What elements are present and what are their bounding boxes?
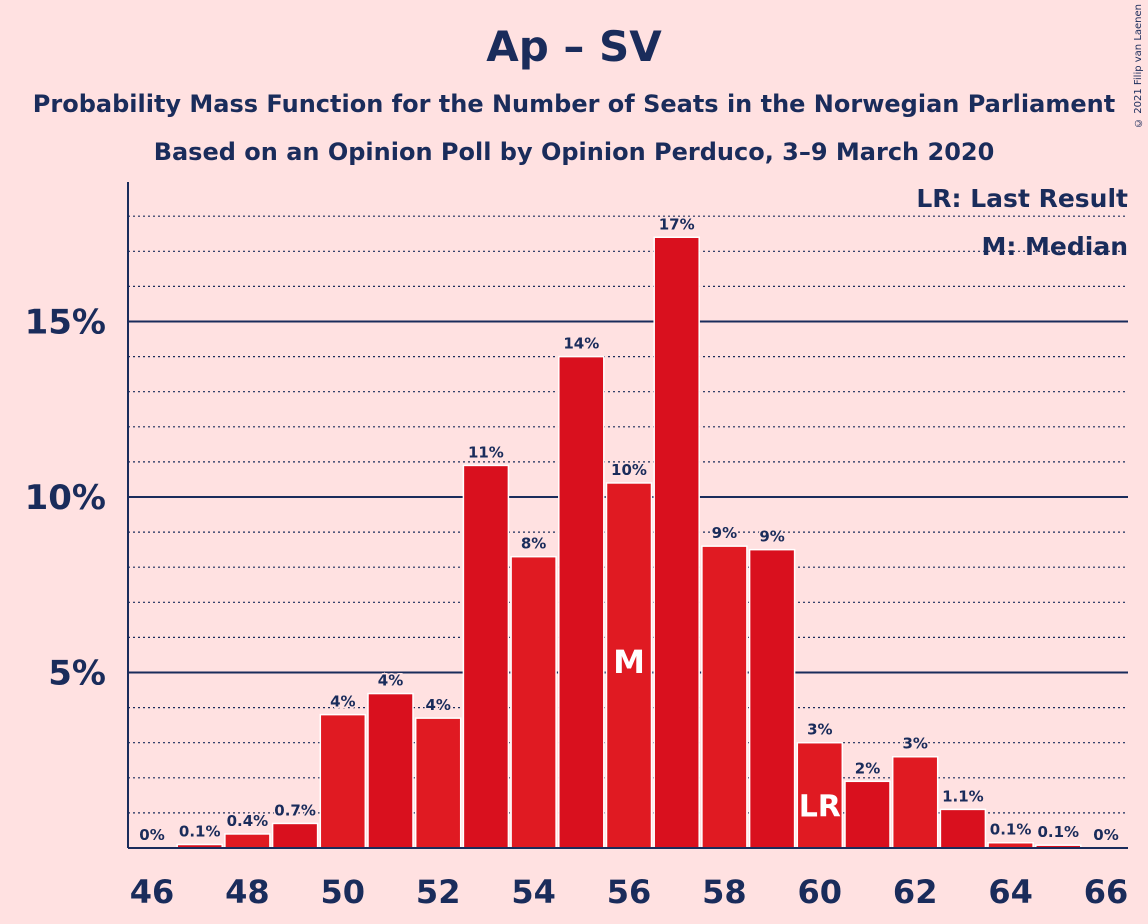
chart-subtitle: Probability Mass Function for the Number…	[32, 90, 1116, 118]
x-tick-label: 52	[416, 873, 461, 911]
value-label: 3%	[807, 721, 832, 739]
y-tick-label: 5%	[48, 654, 106, 694]
value-label: 0.1%	[1037, 823, 1079, 841]
value-label: 14%	[563, 335, 599, 353]
value-labels: 0% 0.1% 0.4% 0.7% 4% 4% 4% 11% 8% 14% 10% 17% 9% 9% 3%…	[138, 214, 1120, 846]
bar	[414, 717, 462, 849]
bar	[510, 555, 557, 849]
bar	[367, 692, 414, 849]
value-label: 10%	[611, 461, 647, 479]
legend-median: M: Median	[981, 232, 1128, 261]
bar	[748, 548, 796, 849]
x-tick-label: 60	[798, 873, 843, 911]
bar	[939, 808, 987, 849]
value-label: 9%	[712, 524, 737, 542]
value-label: 0.1%	[179, 822, 221, 840]
value-label: 9%	[759, 528, 784, 546]
value-label: 8%	[521, 535, 546, 553]
chart-source-subtitle: Based on an Opinion Poll by Opinion Perd…	[153, 138, 995, 166]
y-tick-label: 15%	[25, 303, 106, 343]
last-result-marker: LR	[799, 789, 841, 824]
x-tick-label: 46	[130, 873, 175, 911]
value-label: 0.4%	[227, 812, 269, 830]
bar	[701, 545, 748, 849]
x-tick-label: 50	[321, 873, 366, 911]
x-tick-label: 62	[893, 873, 938, 911]
value-label: 4%	[330, 693, 355, 711]
value-label: 1.1%	[942, 787, 984, 805]
bar	[462, 464, 510, 849]
bar	[558, 355, 605, 849]
bar	[796, 741, 844, 849]
value-label: 0%	[139, 826, 164, 844]
value-label: 0.1%	[990, 821, 1032, 839]
value-label: 0%	[1093, 826, 1118, 844]
bar	[653, 236, 700, 849]
x-tick-label: 54	[511, 873, 556, 911]
x-tick-label: 64	[988, 873, 1033, 911]
x-tick-label: 48	[225, 873, 270, 911]
axes: 5% 10% 15% 46 48 50 52 54 56 58 60 62 64 66	[25, 182, 1129, 911]
bar	[224, 833, 271, 849]
bar	[844, 780, 891, 849]
bar	[271, 822, 319, 849]
bar	[891, 755, 939, 849]
bar	[319, 713, 367, 849]
value-label: 2%	[855, 759, 880, 777]
value-label: 0.7%	[274, 801, 316, 819]
legend-last-result: LR: Last Result	[916, 184, 1128, 213]
median-marker: M	[613, 643, 645, 681]
value-label: 3%	[902, 735, 927, 753]
x-tick-label: 66	[1084, 873, 1129, 911]
value-label: 17%	[659, 215, 695, 233]
x-tick-label: 58	[702, 873, 747, 911]
y-tick-label: 10%	[25, 478, 106, 518]
bars	[176, 236, 1082, 849]
x-tick-label: 56	[607, 873, 652, 911]
value-label: 4%	[378, 672, 403, 690]
value-label: 4%	[425, 696, 450, 714]
bar	[605, 482, 653, 849]
value-label: 11%	[468, 443, 504, 461]
chart-title: Ap – SV	[486, 22, 662, 71]
